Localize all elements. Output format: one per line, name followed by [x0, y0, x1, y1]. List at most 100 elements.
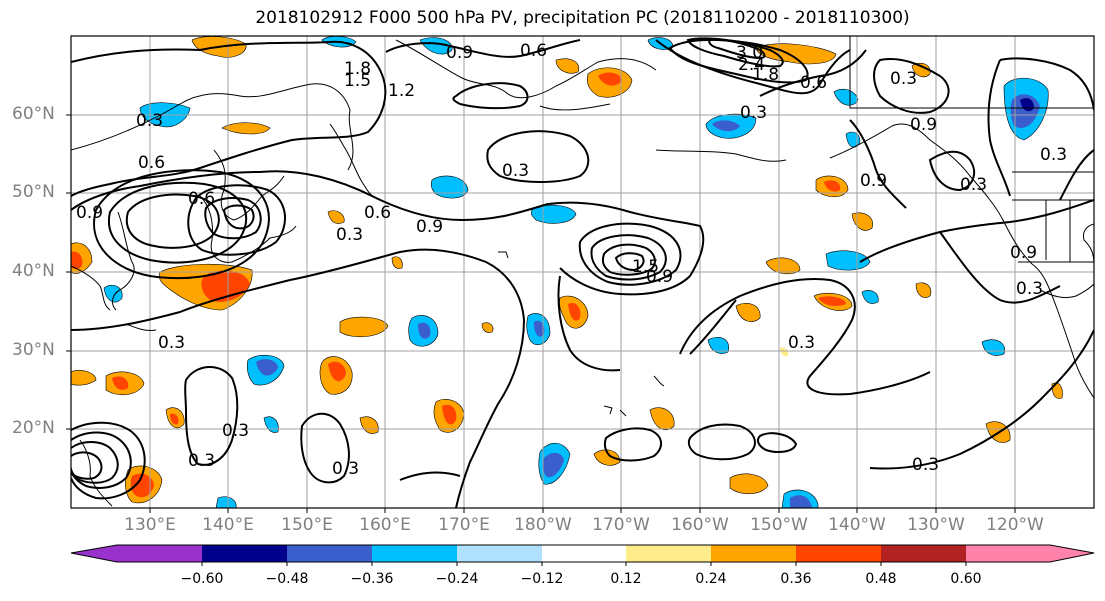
precip-patch	[359, 416, 379, 434]
contour-label: 0.9	[646, 267, 673, 287]
precip-patch	[71, 370, 97, 386]
precip-patch	[328, 361, 346, 382]
precip-patch	[780, 347, 789, 357]
coastlines	[71, 36, 1094, 507]
axis-ticks	[66, 114, 1016, 513]
precip-patch	[712, 120, 740, 132]
precip-patch	[981, 339, 1005, 356]
precip-patch	[911, 62, 931, 78]
precip-patch	[861, 290, 879, 304]
precip-patch	[824, 180, 841, 192]
precip-patch	[103, 285, 123, 303]
colorbar-tick-label: −0.48	[265, 571, 309, 587]
precip-patch	[593, 449, 621, 466]
precip-patch	[790, 495, 812, 508]
colorbar-tick-label: 0.36	[780, 571, 812, 587]
lat-label-20n: 20°N	[12, 418, 55, 438]
precip-patch	[818, 296, 846, 306]
precip-patch	[649, 407, 675, 431]
contour-label: 0.3	[158, 333, 185, 353]
colorbar-segment	[287, 545, 372, 562]
contour-label: 0.3	[1016, 279, 1043, 299]
contour-label: 0.3	[788, 333, 815, 353]
precip-patch	[71, 251, 83, 269]
colorbar-tick-label: 0.60	[950, 571, 982, 587]
colorbar-tick-label: −0.12	[520, 571, 564, 587]
colorbar-segment	[881, 545, 966, 562]
colorbar-segment	[457, 545, 542, 562]
precip-patch	[765, 257, 801, 275]
precip-patch	[707, 337, 729, 354]
colorbar-segment	[202, 545, 287, 562]
precip-patch	[419, 37, 453, 55]
contour-label: 0.6	[188, 189, 215, 209]
precip-patch	[833, 88, 859, 106]
contour-label: 0.9	[860, 171, 887, 191]
precip-patch	[215, 496, 237, 508]
colorbar-segment	[71, 545, 202, 562]
precip-patch	[442, 404, 457, 425]
precip-patch	[542, 452, 564, 478]
contour-label: 0.9	[446, 43, 473, 63]
contour-label: 0.6	[800, 73, 827, 93]
lat-label-60n: 60°N	[12, 104, 55, 124]
contour-label: 1.8	[752, 65, 779, 85]
precip-patch	[530, 204, 577, 224]
colorbar-tick-label: 0.12	[610, 571, 642, 587]
lon-label: 180°W	[514, 515, 572, 535]
contour-label: 0.9	[76, 203, 103, 223]
contour-label: 0.3	[890, 69, 917, 89]
lon-label: 140°W	[828, 515, 886, 535]
contour-label: 0.6	[520, 41, 547, 61]
precip-patch	[430, 175, 469, 199]
colorbar	[70, 544, 1095, 566]
precip-patch	[568, 302, 581, 321]
graticule	[71, 36, 1094, 508]
lon-label: 130°E	[124, 515, 176, 535]
precip-patch	[112, 376, 129, 390]
contour-labels: 0.6 0.9 1.8 1.5 1.2 3.0 2.4 1.8 0.6 0.3 …	[76, 41, 1067, 479]
contour-label: 3.0	[736, 43, 763, 63]
contour-label: 0.3	[188, 451, 215, 471]
lon-label: 170°W	[592, 515, 650, 535]
precip-patch	[735, 303, 761, 322]
lat-label-30n: 30°N	[12, 340, 55, 360]
contour-label: 0.3	[960, 175, 987, 195]
colorbar-segment	[796, 545, 881, 562]
colorbar-tick-label: −0.24	[435, 571, 479, 587]
precip-patch	[327, 210, 345, 224]
contour-label: 0.6	[364, 203, 391, 223]
contour-label: 0.3	[1040, 145, 1067, 165]
colorbar-segment	[711, 545, 796, 562]
precip-patch	[339, 316, 389, 338]
contour-label: 0.3	[502, 161, 529, 181]
lon-label: 150°E	[281, 515, 333, 535]
lon-label: 120°W	[986, 515, 1044, 535]
contour-label: 0.3	[332, 459, 359, 479]
contour-label: 0.9	[416, 217, 443, 237]
precip-patch	[263, 416, 279, 433]
precip-patch	[481, 322, 494, 333]
precip-patch	[534, 320, 545, 337]
precip-patch	[256, 359, 278, 376]
lon-label: 160°W	[671, 515, 729, 535]
precip-patch	[555, 58, 580, 74]
contour-label: 0.3	[222, 421, 249, 441]
contour-label: 1.8	[344, 59, 371, 79]
lon-label: 160°E	[359, 515, 411, 535]
contour-label: 1.5	[632, 257, 659, 277]
colorbar-segment	[542, 545, 626, 562]
colorbar-tick-label: −0.36	[350, 571, 394, 587]
precip-patch	[915, 282, 932, 298]
precip-patch	[729, 473, 769, 495]
lon-label: 140°E	[202, 515, 254, 535]
contour-label: 0.3	[336, 225, 363, 245]
contour-label: 0.6	[138, 153, 165, 173]
lat-label-50n: 50°N	[12, 182, 55, 202]
colorbar-segment	[626, 545, 711, 562]
colorbar-segment	[372, 545, 457, 562]
precip-patch	[418, 322, 431, 339]
pv-contours	[71, 37, 1094, 508]
colorbar-tick-label: 0.24	[695, 571, 727, 587]
